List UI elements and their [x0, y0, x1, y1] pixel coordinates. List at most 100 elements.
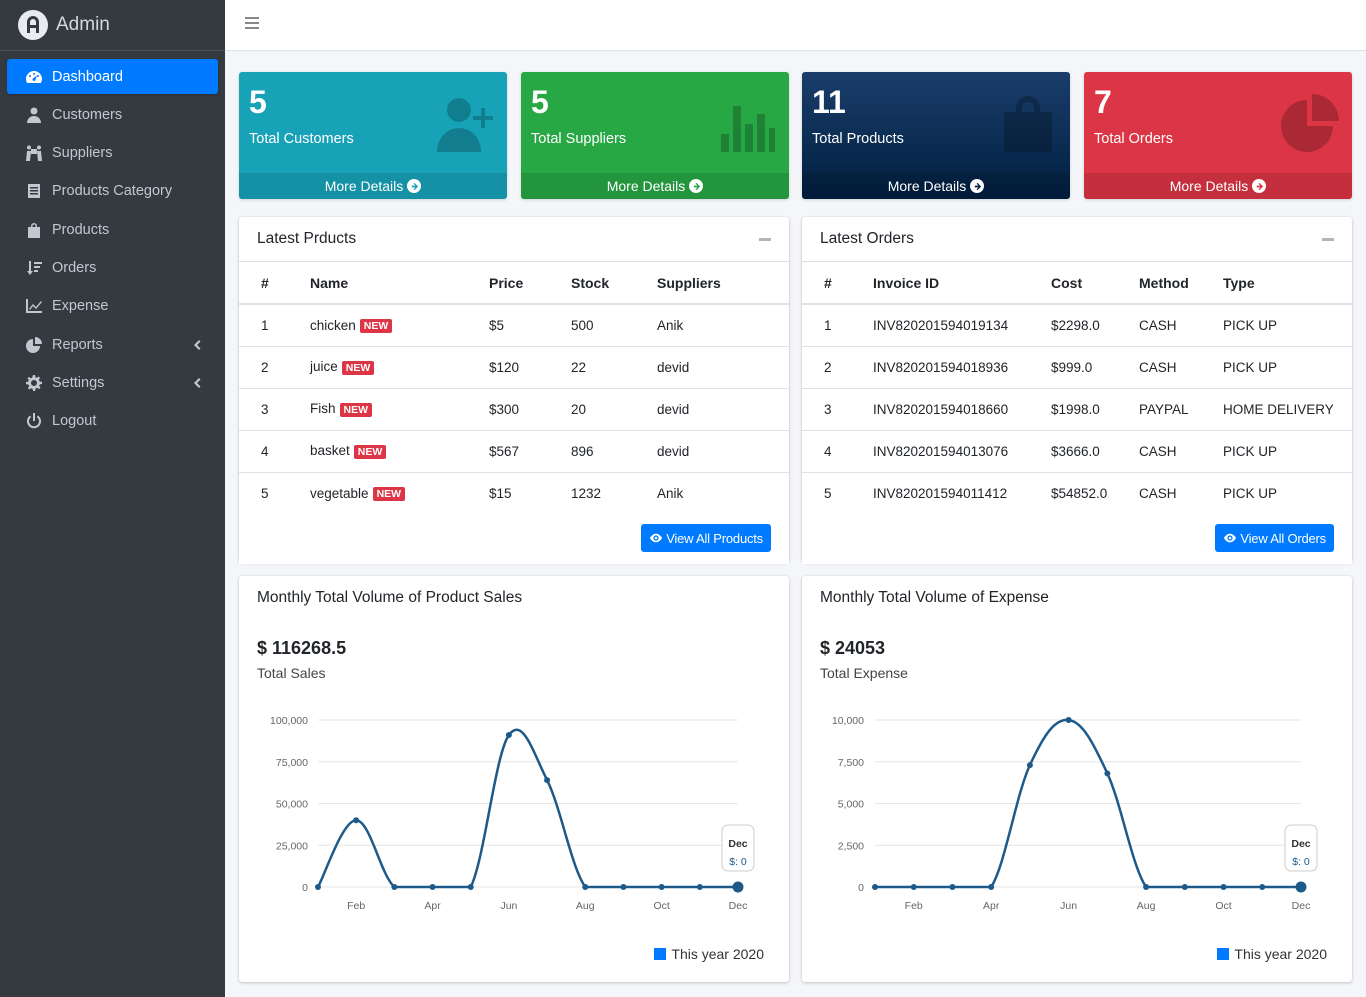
minus-icon[interactable] — [759, 238, 771, 241]
more-details-link[interactable]: More Details — [239, 173, 507, 199]
eye-icon — [1224, 533, 1237, 543]
chart-line-icon — [25, 297, 43, 315]
tooltip-title: Dec — [728, 838, 747, 850]
power-off-icon — [25, 412, 43, 430]
minus-icon[interactable] — [1322, 238, 1334, 241]
column-header: Stock — [571, 262, 657, 305]
cell: 20 — [571, 388, 657, 431]
sidebar-item-expense[interactable]: Expense — [7, 289, 218, 324]
more-details-link[interactable]: More Details — [521, 173, 789, 199]
x-tick-label: Jun — [1060, 900, 1077, 912]
y-tick-label: 25,000 — [276, 840, 308, 852]
card-title: Latest Prducts — [257, 230, 357, 247]
cell: CASH — [1139, 485, 1177, 501]
data-point — [582, 884, 589, 890]
user-icon — [25, 106, 43, 124]
sidebar-item-label: Orders — [52, 259, 97, 276]
cell: CASH — [1139, 346, 1223, 389]
arrow-circle-right-icon — [407, 179, 422, 193]
tachometer-icon — [25, 68, 43, 86]
total-expense-value: $ 24053 — [820, 638, 886, 658]
data-point — [429, 884, 436, 890]
latest-orders-card: Latest Orders # Invoice ID Cost Method T… — [802, 217, 1352, 564]
sidebar-item-products[interactable]: Products — [7, 212, 218, 247]
table-row: 1 chicken NEW $5 500 Anik — [239, 304, 789, 347]
data-point — [910, 884, 917, 890]
sidebar-item-logout[interactable]: Logout — [7, 404, 218, 439]
data-point — [467, 884, 474, 890]
sidebar-item-label: Logout — [52, 413, 97, 430]
button-label: View All Orders — [1240, 530, 1326, 546]
cell: INV820201594018660 — [873, 388, 1051, 431]
cell: CASH — [1139, 430, 1223, 473]
cell: INV820201594019134 — [873, 304, 1051, 347]
cell: $2298.0 — [1051, 304, 1139, 347]
sales-line-chart: 100,000 75,000 50,000 25,000 0 Feb Apr Jun Aug Oc… — [270, 715, 755, 912]
cell: $54852.0 — [1051, 485, 1108, 501]
chart-legend: This year 2020 — [654, 946, 764, 962]
sidebar-item-label: Dashboard — [52, 68, 123, 85]
cell: PICK UP — [1223, 485, 1278, 501]
cell: 1 — [239, 304, 310, 347]
y-tick-label: 0 — [858, 882, 864, 894]
chevron-left-icon — [192, 376, 204, 389]
cell: PICK UP — [1223, 346, 1352, 389]
button-label: View All Products — [666, 530, 763, 546]
table-row: 4 INV820201594013076 $3666.0 CASH PICK U… — [802, 430, 1352, 473]
cell: 22 — [571, 346, 657, 389]
chart-pie-icon — [25, 336, 43, 354]
cell: PICK UP — [1223, 304, 1352, 347]
cell: $1998.0 — [1051, 388, 1139, 431]
new-badge: NEW — [353, 444, 387, 459]
total-expense-label: Total Expense — [820, 665, 908, 681]
sidebar-item-dashboard[interactable]: Dashboard — [7, 59, 218, 94]
cell: 1 — [802, 304, 873, 347]
tooltip-box — [721, 824, 755, 872]
cell: PAYPAL — [1139, 388, 1223, 431]
hamburger-menu-icon[interactable] — [245, 17, 259, 31]
sidebar-item-label: Products — [52, 221, 110, 238]
cell: INV820201594011412 — [873, 485, 1008, 501]
view-all-orders-button[interactable]: View All Orders — [1215, 524, 1334, 552]
view-all-products-button[interactable]: View All Products — [641, 524, 771, 552]
sidebar-item-suppliers[interactable]: Suppliers — [7, 136, 218, 171]
stat-label: Total Customers — [249, 131, 354, 147]
more-details-link[interactable]: More Details — [1084, 173, 1352, 199]
table-header-row: # Invoice ID Cost Method Type — [802, 262, 1352, 305]
y-tick-label: 0 — [302, 882, 308, 894]
more-details-link[interactable]: More Details — [802, 173, 1070, 199]
data-point — [505, 732, 512, 739]
sidebar-item-reports[interactable]: Reports — [7, 327, 218, 362]
sidebar-item-products-category[interactable]: Products Category — [7, 174, 218, 209]
cell: PICK UP — [1223, 430, 1352, 473]
brand-name: Admin — [56, 14, 110, 35]
sidebar-item-label: Reports — [52, 336, 103, 353]
tooltip-box — [1284, 824, 1318, 872]
brand[interactable]: Admin — [0, 0, 225, 51]
stat-label: Total Products — [812, 131, 904, 147]
stat-box-products: 11 Total Products More Details — [802, 72, 1070, 199]
cell: Anik — [657, 304, 789, 347]
cell: $999.0 — [1051, 346, 1139, 389]
data-point — [1026, 762, 1033, 769]
sidebar-item-customers[interactable]: Customers — [7, 97, 218, 132]
sidebar-item-label: Customers — [52, 106, 123, 123]
x-tick-label: Apr — [983, 900, 1000, 912]
sidebar-item-label: Settings — [52, 374, 105, 391]
column-header: Suppliers — [657, 262, 789, 305]
total-sales-label: Total Sales — [257, 665, 326, 681]
sidebar-item-orders[interactable]: Orders — [7, 250, 218, 285]
table-row: 2 juice NEW $120 22 devid — [239, 346, 789, 389]
column-header: # — [802, 262, 873, 305]
sidebar-item-settings[interactable]: Settings — [7, 365, 218, 400]
chart-pie-icon — [1280, 94, 1340, 154]
expense-line-chart: 10,000 7,500 5,000 2,500 0 Feb Apr Jun Aug Oct Dec… — [832, 715, 1318, 912]
column-header: # — [239, 262, 310, 305]
list-alt-icon — [25, 182, 43, 200]
chart-tooltip: Dec $: 0 — [1284, 824, 1318, 872]
more-details-label: More Details — [324, 178, 404, 194]
column-header: Method — [1139, 262, 1223, 305]
data-point — [315, 884, 321, 890]
card-footer: View All Products — [239, 514, 789, 564]
x-tick-label: Jun — [500, 900, 517, 912]
